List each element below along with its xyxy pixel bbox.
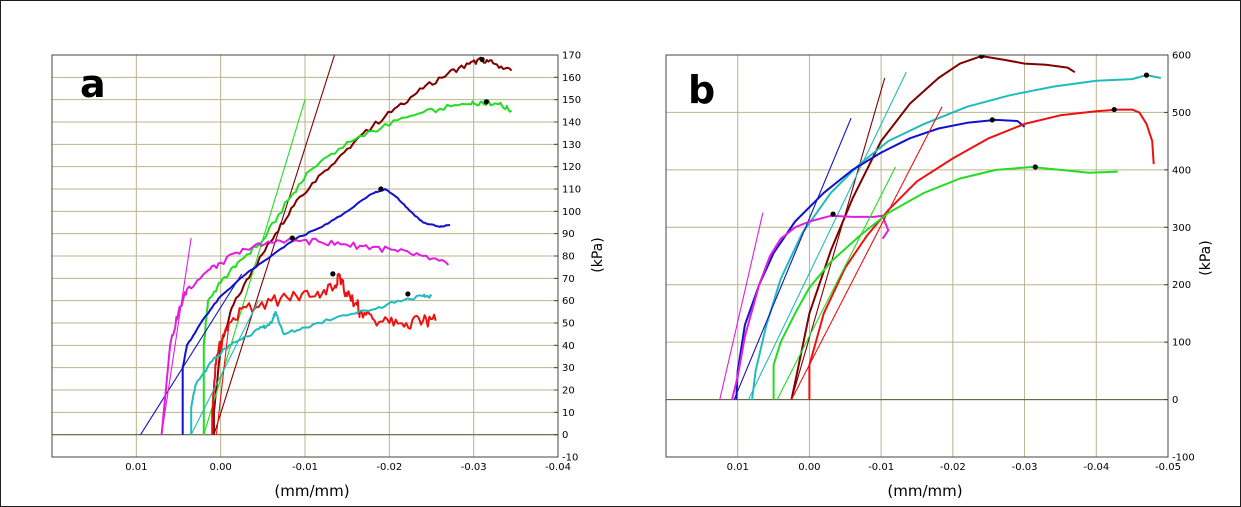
- peak-marker: [330, 271, 336, 277]
- peak-marker: [479, 56, 485, 63]
- series-line: [181, 188, 451, 435]
- panel-label: a: [80, 62, 106, 106]
- x-tick-label: 0.01: [727, 462, 749, 473]
- y-tick-label: 140: [562, 118, 581, 129]
- series-tangent-line: [747, 71, 907, 400]
- series-group: [140, 55, 513, 435]
- series-tangent-line: [140, 273, 243, 435]
- y-tick-label: 60: [562, 296, 575, 307]
- y-tick-label: 100: [562, 207, 581, 218]
- x-axis-label: (mm/mm): [887, 482, 962, 500]
- y-tick-label: 170: [562, 51, 581, 62]
- peak-marker: [405, 291, 411, 297]
- peak-marker: [989, 117, 995, 123]
- peak-marker: [1143, 72, 1150, 78]
- x-tick-label: -0.02: [940, 462, 966, 473]
- series-tangent-line: [776, 166, 896, 400]
- series-line: [202, 99, 513, 435]
- peak-marker: [978, 55, 985, 59]
- y-tick-label: 600: [1172, 51, 1191, 62]
- x-tick-label: -0.04: [545, 462, 571, 473]
- peak-marker: [1032, 164, 1038, 170]
- y-tick-label: 50: [562, 319, 575, 330]
- series-tangent-line: [215, 322, 230, 435]
- plot-area: [665, 54, 1169, 458]
- y-tick-label: 70: [562, 274, 575, 285]
- y-tick-label: 90: [562, 229, 575, 240]
- series-tangent-line: [791, 106, 943, 400]
- series-tangent-line: [190, 300, 260, 435]
- y-tick-label: 200: [1172, 280, 1191, 291]
- y-tick-label: 0: [1172, 395, 1178, 406]
- x-axis-label: (mm/mm): [274, 482, 349, 500]
- series-tangent-line: [733, 117, 852, 400]
- y-tick-label: 40: [562, 341, 575, 352]
- series-line: [772, 166, 1118, 400]
- x-tick-label: -0.01: [292, 462, 318, 473]
- peak-marker: [483, 99, 489, 105]
- plot-border: [665, 54, 1169, 458]
- series-tangent-line: [719, 212, 764, 400]
- series-line: [808, 108, 1155, 400]
- y-tick-label: -100: [1172, 453, 1195, 464]
- y-tick-label: 150: [562, 95, 581, 106]
- peak-marker: [378, 186, 384, 192]
- peak-marker: [830, 211, 836, 217]
- y-axis-label: (kPa): [1198, 240, 1214, 275]
- series-line: [735, 118, 1026, 400]
- peak-marker: [1111, 106, 1117, 113]
- x-tick-label: 0.00: [798, 462, 820, 473]
- y-tick-label: 30: [562, 363, 575, 374]
- series-line: [211, 272, 437, 435]
- plot-border: [51, 54, 559, 458]
- y-tick-label: 300: [1172, 223, 1191, 234]
- series-line: [790, 55, 1076, 400]
- x-tick-label: -0.05: [1155, 462, 1181, 473]
- y-tick-label: 20: [562, 386, 575, 397]
- panel-label: b: [688, 68, 715, 112]
- series-group: [719, 55, 1161, 400]
- y-tick-label: 100: [1172, 338, 1191, 349]
- y-tick-label: -10: [562, 453, 578, 464]
- x-tick-label: -0.04: [1083, 462, 1109, 473]
- x-tick-label: -0.03: [461, 462, 487, 473]
- y-tick-label: 400: [1172, 165, 1191, 176]
- x-tick-label: 0.00: [210, 462, 232, 473]
- series-tangent-line: [790, 77, 886, 400]
- y-tick-label: 110: [562, 185, 581, 196]
- series-line: [751, 74, 1161, 400]
- y-tick-label: 80: [562, 252, 575, 263]
- peak-marker: [289, 235, 295, 241]
- y-tick-label: 0: [562, 430, 568, 441]
- x-tick-label: -0.02: [376, 462, 402, 473]
- y-tick-label: 10: [562, 408, 575, 419]
- series-line: [212, 56, 513, 435]
- y-tick-label: 120: [562, 162, 581, 173]
- chart-panel-a: 0.01 0.00 -0.01 -0.02 -0.03 -0.04-10 0 10 20 30 40…: [51, 51, 606, 500]
- y-tick-label: 160: [562, 73, 581, 84]
- series-line: [160, 237, 450, 435]
- x-tick-label: -0.01: [868, 462, 894, 473]
- series-tangent-line: [213, 55, 336, 435]
- x-tick-label: -0.03: [1012, 462, 1038, 473]
- y-axis-label: (kPa): [590, 237, 606, 272]
- series-tangent-line: [161, 238, 192, 435]
- y-tick-label: 130: [562, 140, 581, 151]
- x-tick-label: 0.01: [125, 462, 147, 473]
- chart-panel-b: 0.01 0.00 -0.01 -0.02 -0.03 -0.04 -0.05-100 0 10…: [665, 51, 1214, 500]
- y-tick-label: 500: [1172, 108, 1191, 119]
- series-line: [190, 293, 433, 435]
